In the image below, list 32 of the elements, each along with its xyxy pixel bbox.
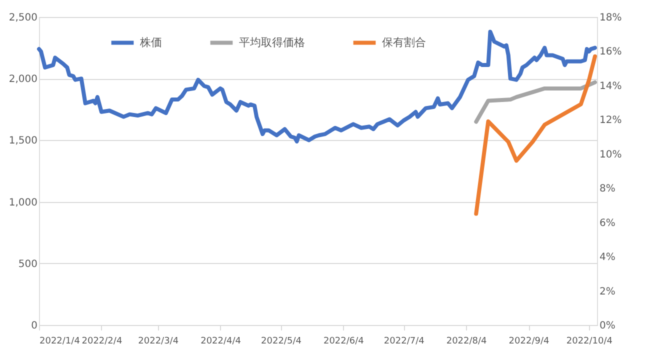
x-tick-label: 2022/3/4 [138, 336, 179, 346]
y2-tick-label: 2% [600, 286, 616, 298]
x-tick-label: 2022/5/4 [261, 336, 302, 346]
y2-tick-label: 16% [600, 46, 622, 58]
x-tick-label: 2022/10/4 [566, 336, 613, 346]
legend-label: 平均取得価格 [239, 36, 305, 49]
x-tick-label: 2022/9/4 [508, 336, 550, 346]
x-tick-label: 2022/4/4 [200, 336, 242, 346]
y2-tick-label: 14% [600, 80, 622, 92]
legend-label: 保有割合 [382, 36, 426, 49]
line-series [474, 54, 597, 216]
line-series [37, 30, 597, 144]
y-tick-label: 2,000 [8, 74, 38, 86]
x-tick-label: 2022/7/4 [384, 336, 425, 346]
y2-tick-label: 10% [600, 149, 622, 160]
y2-tick-label: 18% [600, 12, 622, 24]
y2-tick-label: 8% [600, 184, 616, 195]
x-tick-label: 2022/2/4 [82, 336, 122, 346]
y2-tick-label: 0% [600, 320, 616, 332]
x-tick-label: 2022/6/4 [323, 336, 364, 346]
y-tick-label: 2,500 [8, 12, 38, 24]
x-tick-label: 2022/1/4 [40, 336, 80, 346]
y2-tick-label: 4% [600, 252, 616, 264]
y2-tick-label: 6% [600, 218, 616, 229]
y-tick-label: 1,000 [8, 197, 38, 208]
legend-label: 株価 [139, 36, 162, 49]
x-tick-label: 2022/8/4 [446, 336, 488, 346]
line-series [474, 80, 597, 124]
y-tick-label: 0 [31, 320, 38, 332]
y-tick-label: 1,500 [8, 136, 38, 147]
y-tick-label: 500 [18, 258, 38, 270]
y2-tick-label: 12% [600, 115, 622, 126]
